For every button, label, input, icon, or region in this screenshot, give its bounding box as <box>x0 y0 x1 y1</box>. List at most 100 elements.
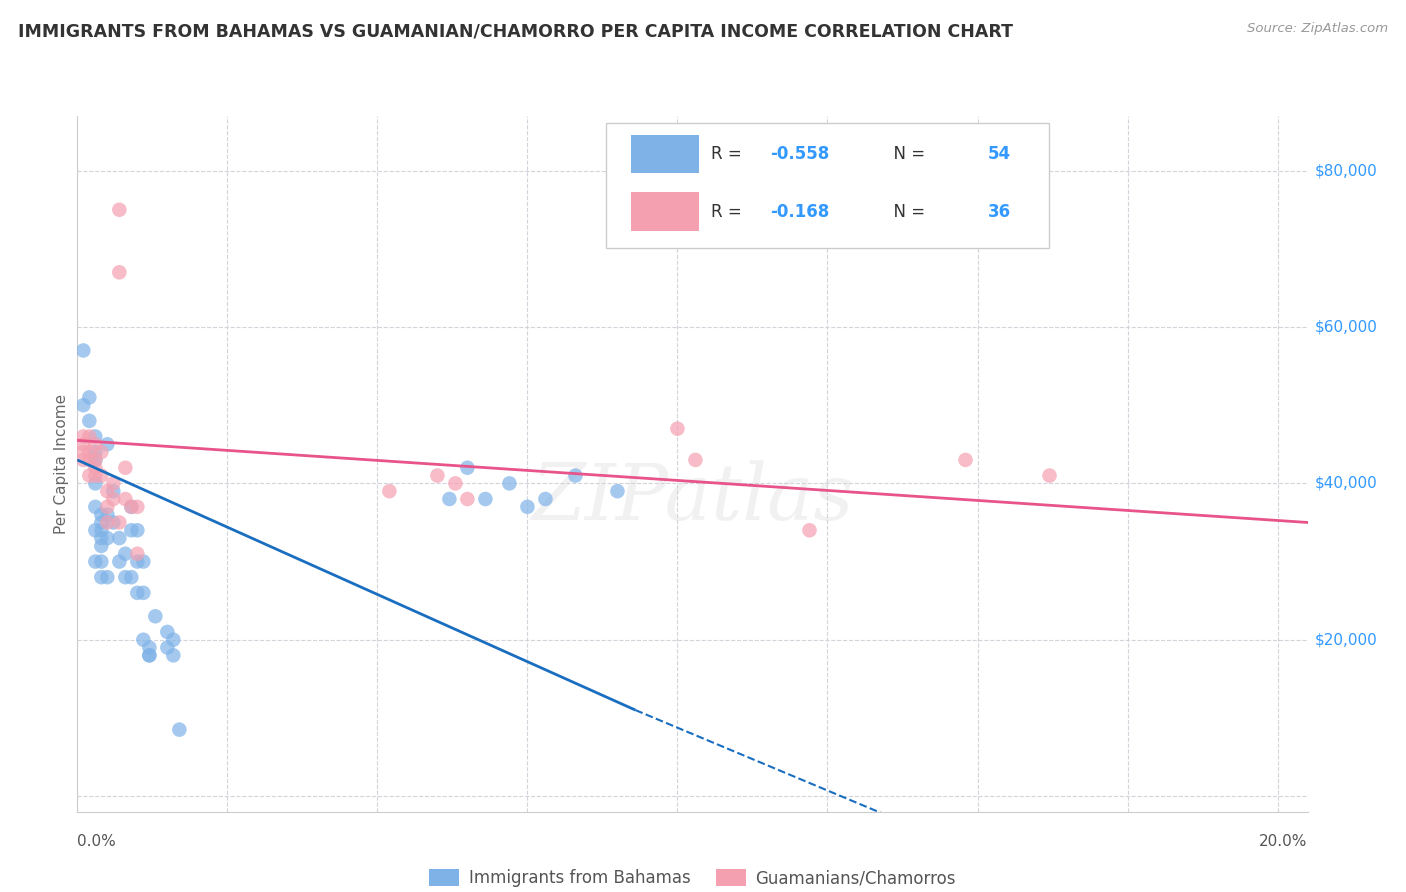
Text: -0.168: -0.168 <box>770 203 830 221</box>
Point <box>162 648 184 663</box>
Point <box>138 640 160 655</box>
Point <box>96 484 118 499</box>
Point <box>108 202 131 217</box>
Text: $20,000: $20,000 <box>1315 632 1378 648</box>
Point <box>127 500 149 514</box>
Point <box>72 429 94 443</box>
Point <box>156 624 179 639</box>
Text: N =: N = <box>883 203 931 221</box>
Point <box>108 265 131 279</box>
Point <box>96 570 118 584</box>
Point <box>114 460 136 475</box>
Point <box>132 632 155 647</box>
Point <box>108 555 131 569</box>
Point <box>90 539 112 553</box>
Point <box>79 414 101 428</box>
Point <box>72 398 94 412</box>
Text: $60,000: $60,000 <box>1315 319 1378 334</box>
Point <box>84 468 107 483</box>
Point <box>103 516 125 530</box>
Point <box>90 570 112 584</box>
Point <box>378 484 401 499</box>
Point <box>79 453 101 467</box>
Point <box>79 468 101 483</box>
Text: R =: R = <box>711 203 747 221</box>
Text: 36: 36 <box>988 203 1011 221</box>
Text: N =: N = <box>883 145 931 163</box>
Point <box>127 555 149 569</box>
FancyBboxPatch shape <box>631 193 699 231</box>
Point <box>143 609 166 624</box>
Point <box>79 429 101 443</box>
Point <box>534 491 557 506</box>
Point <box>456 491 478 506</box>
Point <box>426 468 449 483</box>
Point <box>1038 468 1060 483</box>
Point <box>120 523 142 537</box>
Point <box>138 648 160 663</box>
Point <box>90 445 112 459</box>
Point <box>84 437 107 451</box>
Point <box>439 491 461 506</box>
Point <box>474 491 496 506</box>
Point <box>84 453 107 467</box>
Text: Source: ZipAtlas.com: Source: ZipAtlas.com <box>1247 22 1388 36</box>
Point <box>96 508 118 522</box>
Point <box>120 570 142 584</box>
Point <box>169 723 191 737</box>
Point <box>96 531 118 545</box>
Point <box>84 429 107 443</box>
Point <box>108 531 131 545</box>
FancyBboxPatch shape <box>606 123 1049 248</box>
Point <box>72 445 94 459</box>
Point <box>84 500 107 514</box>
Point <box>162 632 184 647</box>
Point <box>72 343 94 358</box>
Point <box>132 555 155 569</box>
Text: ZIPatlas: ZIPatlas <box>531 460 853 537</box>
Point <box>90 555 112 569</box>
Point <box>606 484 628 499</box>
Point <box>84 555 107 569</box>
Point <box>564 468 586 483</box>
Point <box>103 484 125 499</box>
Point <box>96 516 118 530</box>
Point <box>84 460 107 475</box>
Point <box>79 391 101 405</box>
Text: 54: 54 <box>988 145 1011 163</box>
Point <box>90 468 112 483</box>
Point <box>127 547 149 561</box>
Point <box>955 453 977 467</box>
Point <box>90 523 112 537</box>
Point <box>90 531 112 545</box>
Point <box>84 445 107 459</box>
Point <box>498 476 520 491</box>
Point <box>138 648 160 663</box>
Point <box>799 523 821 537</box>
Point <box>90 508 112 522</box>
Y-axis label: Per Capita Income: Per Capita Income <box>53 393 69 534</box>
Point <box>114 570 136 584</box>
Point <box>114 547 136 561</box>
Point <box>96 437 118 451</box>
Text: 0.0%: 0.0% <box>77 834 117 849</box>
Point <box>103 476 125 491</box>
Text: $80,000: $80,000 <box>1315 163 1378 178</box>
Point <box>96 500 118 514</box>
Point <box>108 516 131 530</box>
Point <box>127 586 149 600</box>
Point <box>114 491 136 506</box>
Point <box>84 453 107 467</box>
FancyBboxPatch shape <box>631 135 699 173</box>
Text: 20.0%: 20.0% <box>1260 834 1308 849</box>
Point <box>444 476 467 491</box>
Point <box>79 445 101 459</box>
Point <box>84 476 107 491</box>
Point <box>132 586 155 600</box>
Point <box>72 437 94 451</box>
Text: IMMIGRANTS FROM BAHAMAS VS GUAMANIAN/CHAMORRO PER CAPITA INCOME CORRELATION CHAR: IMMIGRANTS FROM BAHAMAS VS GUAMANIAN/CHA… <box>18 22 1014 40</box>
Point <box>120 500 142 514</box>
Legend: Immigrants from Bahamas, Guamanians/Chamorros: Immigrants from Bahamas, Guamanians/Cham… <box>422 863 963 892</box>
Point <box>156 640 179 655</box>
Point <box>120 500 142 514</box>
